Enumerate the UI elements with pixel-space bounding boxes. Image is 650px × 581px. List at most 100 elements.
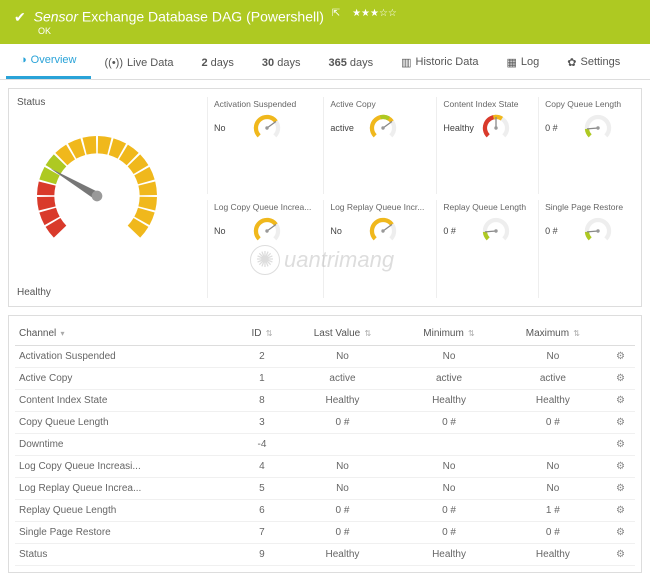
settings-icon[interactable]: ⚙ [616,351,625,362]
settings-icon[interactable]: ⚙ [616,439,625,450]
tab-settings[interactable]: ✿Settings [553,46,634,79]
popout-icon[interactable]: ⇱ [332,8,340,19]
tab-icon: ▥ [401,56,411,69]
cell: No [398,455,499,477]
tab-30-days[interactable]: 30 days [248,47,315,79]
cell: active [398,367,499,389]
cell: 0 # [287,521,399,543]
main-gauge [17,116,177,276]
mini-title: Activation Suspended [214,99,311,109]
table-row: Copy Queue Length30 #0 #0 #⚙ [15,411,635,433]
cell: 0 # [287,499,399,521]
settings-icon[interactable]: ⚙ [616,549,625,560]
mini-title: Content Index State [443,99,526,109]
tab-365-days[interactable]: 365 days [314,47,387,79]
mini-value: 0 # [545,123,575,133]
cell: 7 [237,521,286,543]
col-minimum[interactable]: Minimum ⇅ [398,322,499,346]
cell: Healthy [398,389,499,411]
col-channel[interactable]: Channel ▾ [15,322,237,346]
table-row: Log Replay Queue Increa...5NoNoNo⚙ [15,477,635,499]
tab-overview[interactable]: ◑Overview [6,44,91,79]
col-maximum[interactable]: Maximum ⇅ [500,322,606,346]
mini-gauge-log-replay-queue-incr[interactable]: Log Replay Queue Incr... No [323,200,430,298]
mini-value: 0 # [443,226,473,236]
settings-icon[interactable]: ⚙ [616,483,625,494]
mini-value: No [214,226,244,236]
tabs-bar: ◑Overview((•))Live Data2 days30 days365 … [0,44,650,80]
channels-table: Channel ▾ID ⇅Last Value ⇅Minimum ⇅Maximu… [15,322,635,566]
cell: Healthy [398,543,499,565]
cell: 1 # [500,499,606,521]
mini-gauge-content-index-state[interactable]: Content Index State Healthy [436,97,532,195]
cell: Healthy [500,543,606,565]
table-row: Status9HealthyHealthyHealthy⚙ [15,543,635,565]
cell: -4 [237,433,286,455]
table-row: Replay Queue Length60 #0 #1 #⚙ [15,499,635,521]
cell: No [500,345,606,367]
cell: Log Copy Queue Increasi... [15,455,237,477]
col-last-value[interactable]: Last Value ⇅ [287,322,399,346]
check-icon: ✔ [14,9,26,25]
tab-2-days[interactable]: 2 days [188,47,248,79]
table-row: Downtime-4⚙ [15,433,635,455]
settings-icon[interactable]: ⚙ [616,461,625,472]
mini-gauge-activation-suspended[interactable]: Activation Suspended No [207,97,317,195]
cell: Healthy [287,543,399,565]
tab-live-data[interactable]: ((•))Live Data [91,47,188,79]
sensor-header: ✔ Sensor Exchange Database DAG (Powershe… [0,0,650,44]
mini-value: No [214,123,244,133]
mini-title: Log Replay Queue Incr... [330,202,424,212]
mini-gauge-single-page-restore[interactable]: Single Page Restore 0 # [538,200,633,298]
tab-log[interactable]: ▦Log [493,46,554,79]
cell: Activation Suspended [15,345,237,367]
priority-stars[interactable]: ★★★☆☆ [352,8,397,19]
cell: Content Index State [15,389,237,411]
tab-historic-data[interactable]: ▥Historic Data [387,46,492,79]
mini-gauge-replay-queue-length[interactable]: Replay Queue Length 0 # [436,200,532,298]
cell: No [287,455,399,477]
tab-icon: ◑ [20,54,27,66]
tab-icon: ((•)) [105,57,124,69]
mini-gauge-active-copy[interactable]: Active Copy active [323,97,430,195]
cell: Healthy [500,389,606,411]
cell: 0 # [500,411,606,433]
cell: 6 [237,499,286,521]
cell: 0 # [398,521,499,543]
status-panel: Status Healthy Activation Suspended NoAc… [8,88,642,307]
channels-table-panel: Channel ▾ID ⇅Last Value ⇅Minimum ⇅Maximu… [8,315,642,573]
cell: 0 # [398,411,499,433]
mini-title: Single Page Restore [545,202,627,212]
settings-icon[interactable]: ⚙ [616,505,625,516]
settings-icon[interactable]: ⚙ [616,395,625,406]
mini-title: Copy Queue Length [545,99,627,109]
settings-icon[interactable]: ⚙ [616,417,625,428]
col-actions[interactable] [606,322,635,346]
mini-title: Replay Queue Length [443,202,526,212]
col-id[interactable]: ID ⇅ [237,322,286,346]
mini-title: Active Copy [330,99,424,109]
cell [287,433,399,455]
cell: Status [15,543,237,565]
cell: 0 # [287,411,399,433]
settings-icon[interactable]: ⚙ [616,373,625,384]
cell: No [398,477,499,499]
table-row: Log Copy Queue Increasi...4NoNoNo⚙ [15,455,635,477]
settings-icon[interactable]: ⚙ [616,527,625,538]
cell: No [398,345,499,367]
tab-icon: ✿ [567,56,576,69]
cell: Single Page Restore [15,521,237,543]
cell [500,433,606,455]
mini-gauge-log-copy-queue-increa[interactable]: Log Copy Queue Increa... No [207,200,317,298]
status-value: Healthy [17,287,207,298]
cell: No [287,345,399,367]
cell: 8 [237,389,286,411]
sensor-title: ✔ Sensor Exchange Database DAG (Powershe… [14,8,636,26]
cell: Copy Queue Length [15,411,237,433]
mini-gauge-copy-queue-length[interactable]: Copy Queue Length 0 # [538,97,633,195]
mini-value: Healthy [443,123,473,133]
mini-value: 0 # [545,226,575,236]
cell: Log Replay Queue Increa... [15,477,237,499]
cell: 5 [237,477,286,499]
mini-value: active [330,123,360,133]
